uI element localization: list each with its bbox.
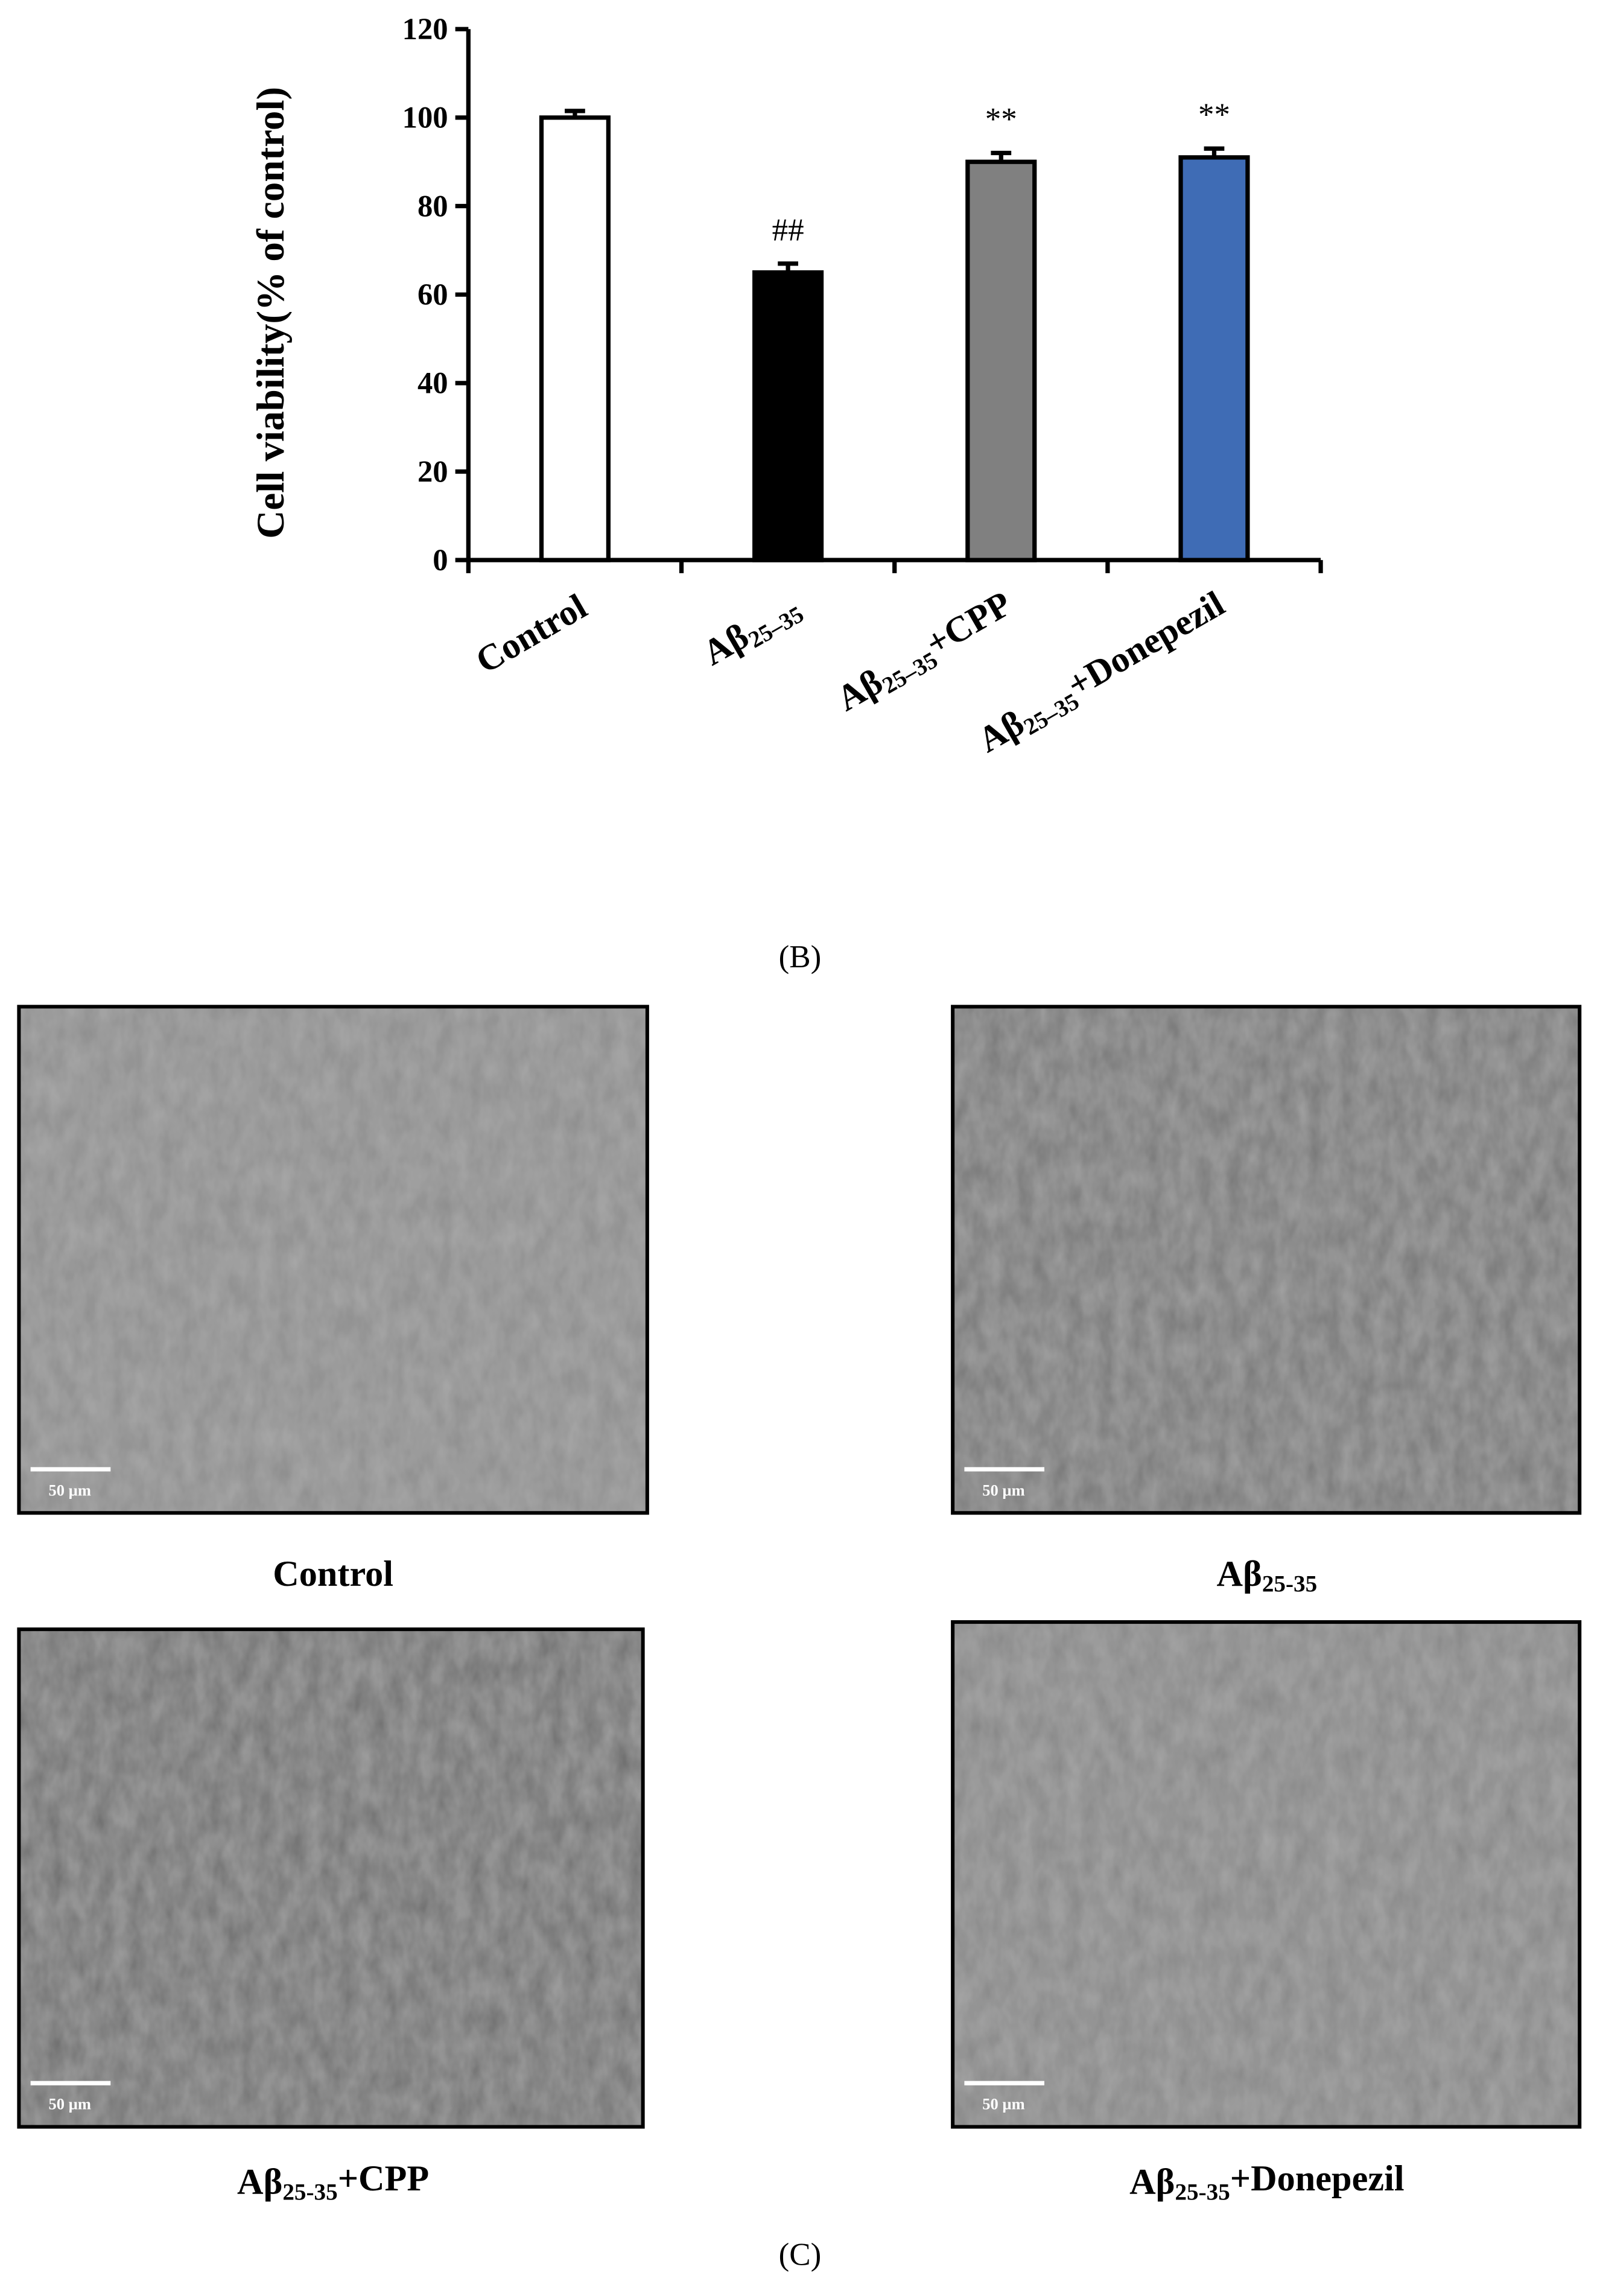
bar (965, 159, 1037, 562)
image-caption: Aβ25-35+CPP (237, 2158, 429, 2205)
micrograph: 50 µm (17, 1627, 645, 2129)
micrograph-border (951, 1005, 1582, 1515)
significance-label: ** (1198, 98, 1230, 133)
scale-bar-label: 50 µm (49, 1481, 91, 1499)
scale-bar-label: 50 µm (982, 1481, 1024, 1499)
y-tick-label: 80 (417, 189, 448, 223)
bar (1178, 155, 1250, 562)
y-tick-label: 120 (402, 12, 448, 46)
panel-label: (C) (779, 2237, 822, 2272)
y-axis-title: Cell viability(% of control) (249, 87, 293, 539)
y-tick-label: 40 (417, 366, 448, 400)
panel-label: (B) (779, 940, 822, 975)
scale-bar-label: 50 µm (982, 2095, 1024, 2113)
image-caption: Aβ25-35+Donepezil (1129, 2158, 1404, 2205)
x-tick-label: Aβ25–35 (696, 586, 808, 676)
micrograph-border (17, 1627, 645, 2129)
x-tick-label: Control (469, 586, 594, 681)
y-tick-label: 100 (402, 101, 448, 135)
x-tick-label: Aβ25–35+CPP (828, 584, 1021, 722)
scale-bar-label: 50 µm (49, 2095, 91, 2113)
bar (539, 115, 611, 562)
micrograph-border (17, 1005, 649, 1515)
micrograph: 50 µm (951, 1005, 1582, 1515)
y-tick-label: 0 (433, 543, 448, 577)
micrograph-image (19, 1006, 647, 1513)
micrograph: 50 µm (951, 1620, 1582, 2129)
y-tick-label: 20 (417, 454, 448, 488)
image-caption: Control (273, 1554, 393, 1594)
micrograph: 50 µm (17, 1005, 649, 1515)
micrograph-image (953, 1006, 1580, 1513)
micrograph-image (953, 1622, 1580, 2127)
significance-label: ## (772, 212, 804, 247)
micrograph-image (19, 1629, 643, 2127)
y-tick-label: 60 (417, 278, 448, 311)
bar (752, 270, 824, 562)
significance-label: ** (985, 102, 1017, 137)
image-caption: Aβ25-35 (1217, 1554, 1318, 1597)
micrograph-border (951, 1620, 1582, 2129)
